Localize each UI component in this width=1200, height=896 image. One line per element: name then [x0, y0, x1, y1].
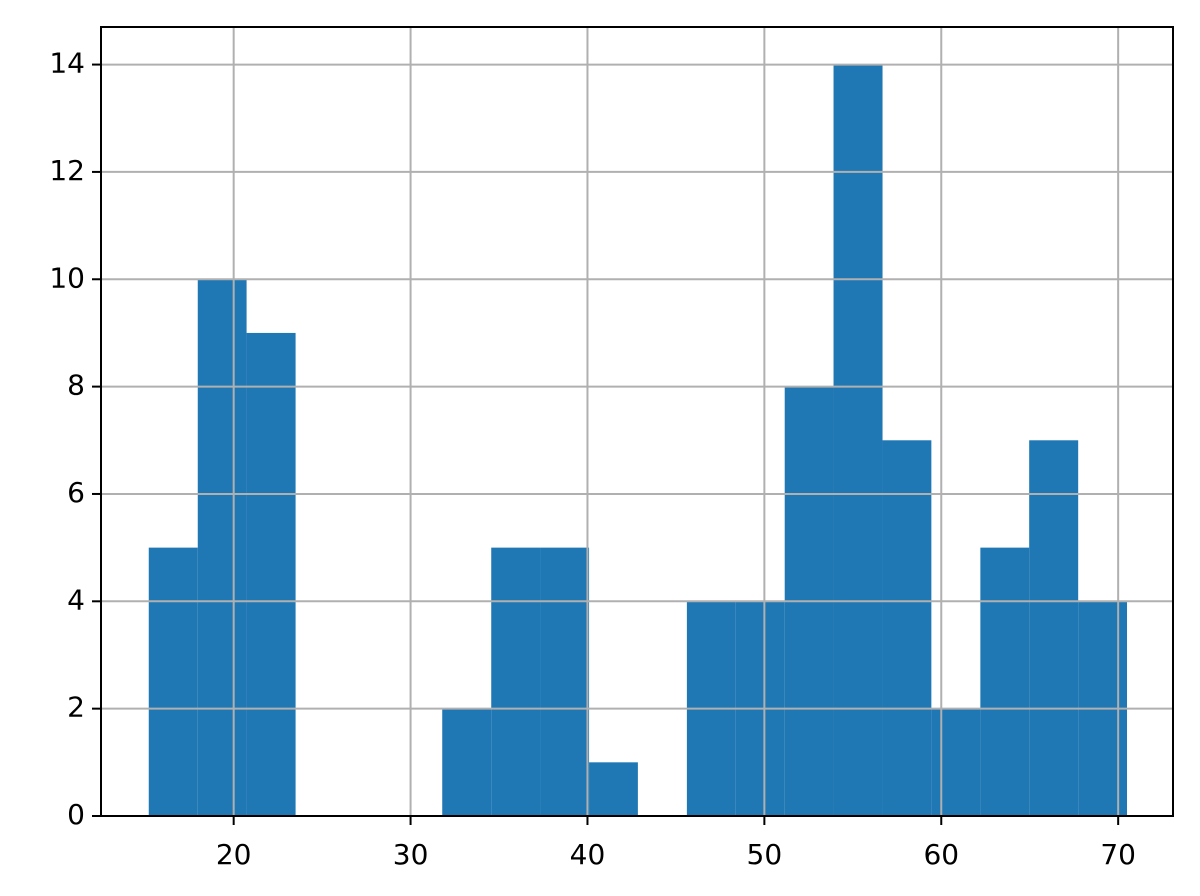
- x-tick-label: 30: [393, 838, 429, 871]
- bar: [931, 708, 981, 816]
- bar: [980, 547, 1030, 816]
- bar: [833, 64, 883, 817]
- bar: [148, 547, 198, 816]
- x-tick-label: 40: [570, 838, 606, 871]
- bar: [882, 440, 932, 816]
- y-tick-label: 8: [67, 369, 85, 402]
- y-tick-label: 6: [67, 476, 85, 509]
- x-tick-label: 50: [747, 838, 783, 871]
- bar: [197, 279, 247, 816]
- x-tick-label: 60: [923, 838, 959, 871]
- bar: [589, 762, 638, 816]
- y-tick-label: 10: [49, 261, 85, 294]
- plot-frame: [100, 26, 1174, 817]
- bar: [442, 708, 492, 816]
- x-tick-label: 20: [216, 838, 252, 871]
- bar: [491, 547, 541, 816]
- y-tick-label: 2: [67, 691, 85, 724]
- bar: [246, 332, 296, 816]
- y-tick-label: 0: [67, 798, 85, 831]
- y-tick-label: 14: [49, 47, 85, 80]
- bar: [1029, 440, 1079, 816]
- bar: [540, 547, 590, 816]
- y-tick-label: 4: [67, 583, 85, 616]
- y-tick-label: 12: [49, 154, 85, 187]
- x-tick-label: 70: [1100, 838, 1136, 871]
